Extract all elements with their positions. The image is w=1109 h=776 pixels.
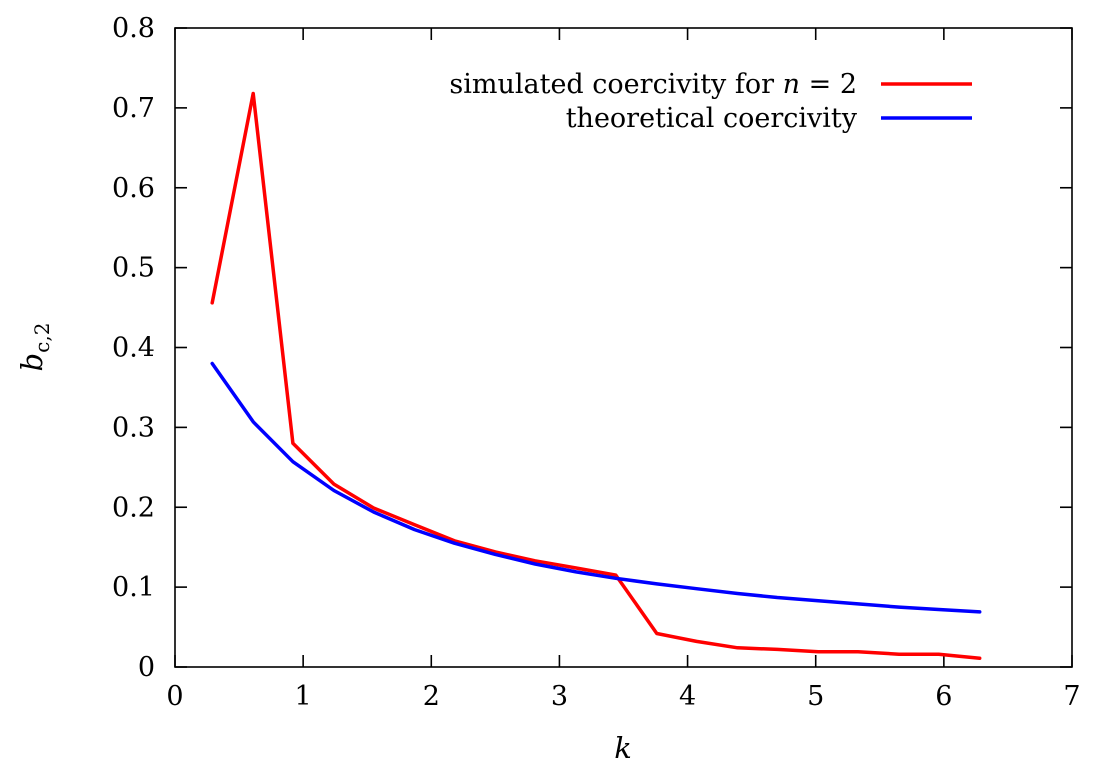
y-tick-label: 0.8 <box>112 13 155 44</box>
x-tick-label: 0 <box>166 681 183 712</box>
y-tick-label: 0.7 <box>112 93 155 124</box>
plot-frame <box>174 27 1073 668</box>
y-tick-label: 0.1 <box>112 572 155 603</box>
x-axis-title: k <box>614 731 632 765</box>
y-tick-label: 0.2 <box>112 492 155 523</box>
y-axis-title-main: b <box>15 353 49 372</box>
tick-labels: 0 1 2 3 4 5 6 7 0 0.1 0.2 0.3 0.4 0.5 0.6 0.7 0.8 <box>112 13 1081 712</box>
x-tick-label: 2 <box>423 681 440 712</box>
y-tick-label: 0.6 <box>112 173 155 204</box>
y-axis-title: bc,2 <box>15 323 54 372</box>
legend-label-1: simulated coercivity for n = 2 <box>449 69 857 100</box>
y-tick-label: 0.5 <box>112 253 155 284</box>
x-tick-label: 3 <box>551 681 568 712</box>
legend-label-2: theoretical coercivity <box>566 103 858 134</box>
x-tick-label: 4 <box>679 681 696 712</box>
legend-label-text: simulated coercivity for <box>449 69 782 100</box>
x-tick-label: 1 <box>295 681 312 712</box>
data-series <box>210 91 982 660</box>
legend-label-text: theoretical coercivity <box>566 103 858 134</box>
legend: simulated coercivity for n = 2theoretica… <box>449 69 972 134</box>
x-tick-label: 5 <box>807 681 824 712</box>
series-line-1 <box>210 91 982 660</box>
x-tick-label: 6 <box>935 681 952 712</box>
y-axis-title-subscript: c,2 <box>30 323 54 353</box>
y-tick-label: 0.3 <box>112 412 155 443</box>
y-tick-label: 0 <box>138 652 155 683</box>
x-tick-label: 7 <box>1063 681 1080 712</box>
series-line-2 <box>210 361 982 614</box>
y-tick-label: 0.4 <box>112 333 155 364</box>
legend-label-variable: n <box>783 69 800 100</box>
legend-label-suffix: = 2 <box>800 69 857 100</box>
